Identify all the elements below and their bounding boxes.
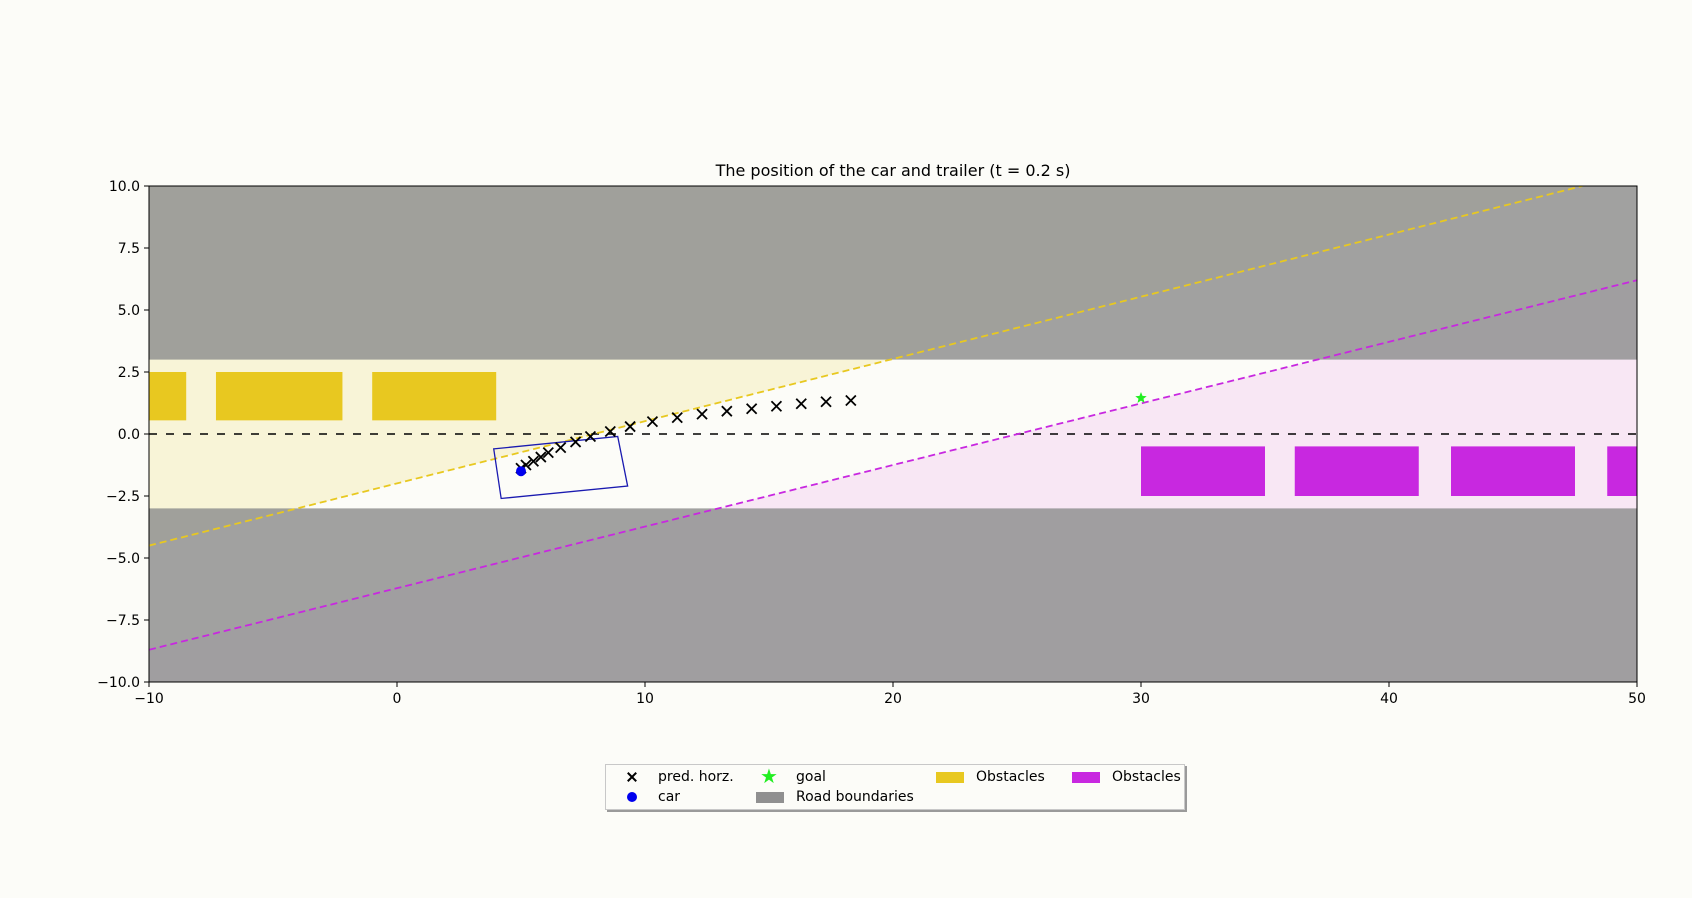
legend-label: goal — [796, 769, 826, 785]
pred-horz-point — [569, 436, 582, 448]
legend-item-pred-horz: pred. horz. — [616, 767, 734, 787]
pred-horz-point — [746, 403, 758, 415]
x-stroke — [646, 415, 659, 428]
x-stroke — [555, 442, 567, 454]
legend-label: car — [658, 789, 681, 805]
legend-label: Obstacles — [976, 769, 1045, 785]
gray-patch-icon — [754, 787, 786, 807]
legend-item-magenta-obstacles: Obstacles — [1070, 767, 1181, 787]
x-stroke — [535, 451, 547, 463]
pred-horz-point — [584, 430, 597, 443]
yellow-dashed-line — [149, 186, 1583, 547]
x-stroke — [746, 403, 758, 415]
x-stroke — [770, 400, 783, 412]
star-marker-icon — [754, 764, 786, 788]
pred-horz-point — [671, 411, 683, 424]
x-tick-label: 50 — [1628, 691, 1646, 707]
y-tick-label: 10.0 — [109, 179, 140, 195]
road-boundary-upper — [149, 186, 1637, 360]
x-stroke — [542, 446, 554, 459]
x-stroke — [604, 425, 616, 438]
legend: pred. horz. goal Obstacles Obstacles car… — [605, 764, 1185, 810]
y-tick-label: −7.5 — [106, 613, 140, 629]
x-stroke — [795, 398, 807, 410]
yellow-patch-icon — [934, 767, 966, 787]
yellow-obstacle — [372, 372, 497, 421]
goal-point — [1135, 392, 1147, 403]
legend-item-yellow-obstacles: Obstacles — [934, 767, 1045, 787]
x-stroke — [721, 405, 733, 417]
pred-horz-point — [795, 398, 807, 410]
chart-title: The position of the car and trailer (t =… — [715, 161, 1071, 180]
x-stroke — [845, 394, 857, 407]
x-stroke — [820, 396, 832, 408]
plot-area — [149, 186, 1637, 682]
x-tick-label: 30 — [1132, 691, 1150, 707]
pred-horz-point — [845, 394, 857, 407]
x-tick-label: 20 — [884, 691, 902, 707]
x-tick-label: 10 — [636, 691, 654, 707]
legend-item-road-boundaries: Road boundaries — [754, 787, 914, 807]
car-point — [516, 466, 526, 477]
y-tick-label: 7.5 — [118, 241, 140, 257]
magenta-obstacle — [1607, 446, 1637, 496]
legend-label: Obstacles — [1112, 769, 1181, 785]
x-stroke — [584, 430, 597, 443]
magenta-obstacle — [1294, 446, 1419, 496]
yellow-obstacle — [149, 372, 187, 421]
magenta-obstacle — [1451, 446, 1575, 496]
pred-horz-point — [721, 405, 733, 417]
y-tick-label: −10.0 — [97, 675, 140, 691]
pred-horz-point — [696, 408, 708, 420]
y-tick-label: 0.0 — [118, 427, 140, 443]
chart-overlay: −10 0 10 20 30 40 50 10.0 7.5 5.0 2.5 0.0 −2.5 −5.0 −7… — [97, 179, 1646, 707]
x-stroke — [527, 455, 540, 467]
pred-horz-point — [624, 420, 636, 433]
pred-horz-point — [770, 400, 783, 412]
magenta-dashed-line — [149, 279, 1637, 651]
x-stroke — [624, 420, 636, 433]
x-tick-label: −10 — [134, 691, 164, 707]
x-stroke — [696, 408, 708, 420]
x-stroke — [569, 436, 582, 448]
legend-label: pred. horz. — [658, 769, 734, 785]
x-tick-label: 40 — [1380, 691, 1398, 707]
pred-horz-point — [555, 442, 567, 454]
y-tick-label: 2.5 — [118, 365, 140, 381]
x-marker-icon — [616, 767, 648, 787]
x-tick-label: 0 — [393, 691, 402, 707]
legend-item-goal: goal — [754, 764, 826, 788]
pred-horz-point — [542, 446, 554, 459]
magenta-obstacle — [1141, 446, 1265, 496]
pred-horz-point — [820, 396, 832, 408]
y-tick-label: −5.0 — [106, 551, 140, 567]
pred-horz-point — [527, 455, 540, 467]
legend-item-car: car — [616, 787, 680, 807]
pred-horz-point — [646, 415, 659, 428]
y-tick-label: 5.0 — [118, 303, 140, 319]
x-stroke — [671, 411, 683, 424]
pred-horz-point — [535, 451, 547, 463]
dot-marker-icon — [616, 787, 648, 807]
y-tick-label: −2.5 — [106, 489, 140, 505]
yellow-obstacle — [215, 372, 343, 421]
pred-horz-point — [604, 425, 616, 438]
magenta-patch-icon — [1070, 767, 1102, 787]
legend-label: Road boundaries — [796, 789, 914, 805]
road-boundary-lower — [149, 508, 1637, 682]
